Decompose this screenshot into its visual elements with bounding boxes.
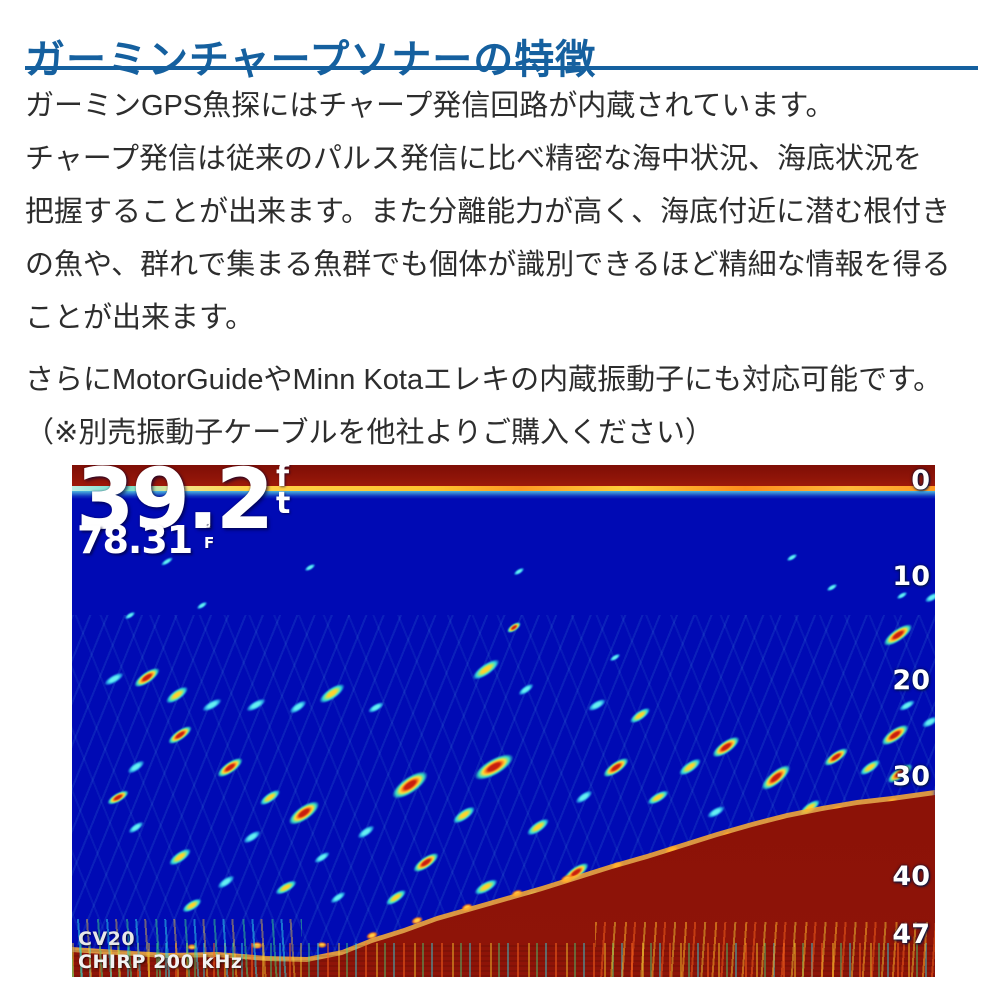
seafloor-speckle-left — [72, 919, 302, 977]
temperature-unit: ° F — [204, 520, 215, 552]
fish-echo — [303, 561, 317, 573]
sonar-mode-label: CHIRP 200 kHz — [78, 951, 243, 973]
heading-underline — [25, 66, 978, 70]
depth-readout: 39.2 — [76, 465, 274, 548]
description-line: チャープ発信は従来のパルス発信に比べ精密な海中状況、海底状況を — [25, 143, 922, 175]
description-line: 把握することが出来ます。また分離能力が高く、海底付近に潜む根付き — [25, 196, 951, 228]
fish-echo — [785, 551, 799, 563]
fish-echo — [923, 589, 935, 605]
depth-unit: f t — [276, 465, 291, 521]
description-line: （※別売振動子ケーブルを他社よりご購入ください） — [25, 417, 714, 449]
sonar-surface-band — [72, 465, 935, 487]
depth-scale-label: 20 — [892, 665, 930, 696]
depth-unit-bottom: t — [276, 486, 291, 521]
description-line: ことが出来ます。 — [25, 302, 255, 334]
temperature-unit-top: ° — [204, 520, 212, 538]
temperature-readout: 78.31 — [77, 518, 193, 562]
depth-unit-top: f — [276, 465, 290, 494]
description-line: ガーミンGPS魚探にはチャープ発信回路が内蔵されています。 — [25, 90, 835, 122]
sonar-screenshot: 39.2 f t 78.31 ° F 0 10 20 30 40 47 CV20 CHIR… — [72, 465, 935, 977]
depth-scale-label: 0 — [911, 465, 930, 496]
seafloor-speckle-right — [595, 922, 935, 977]
sonar-surface-line — [72, 486, 935, 491]
sonar-surface-fade — [72, 491, 935, 499]
depth-scale-label: 40 — [892, 861, 930, 892]
description-line: の魚や、群れで集まる魚群でも個体が識別できるほど精細な情報を得る — [25, 249, 951, 281]
depth-scale-label: 47 — [892, 919, 930, 950]
description-text: ガーミンGPS魚探にはチャープ発信回路が内蔵されています。 チャープ発信は従来の… — [25, 80, 985, 460]
description-line: さらにMotorGuideやMinn Kotaエレキの内蔵振動子にも対応可能です… — [25, 364, 943, 396]
temperature-unit-bottom: F — [204, 534, 215, 552]
depth-scale-label: 30 — [892, 761, 930, 792]
fish-echo — [825, 581, 839, 593]
page-title: ガーミンチャープソナーの特徴 — [25, 37, 597, 82]
transducer-model-label: CV20 — [78, 928, 136, 950]
fish-echo — [512, 565, 526, 577]
fish-echo — [195, 599, 209, 611]
floor-spark — [317, 942, 327, 948]
depth-scale-label: 10 — [892, 561, 930, 592]
